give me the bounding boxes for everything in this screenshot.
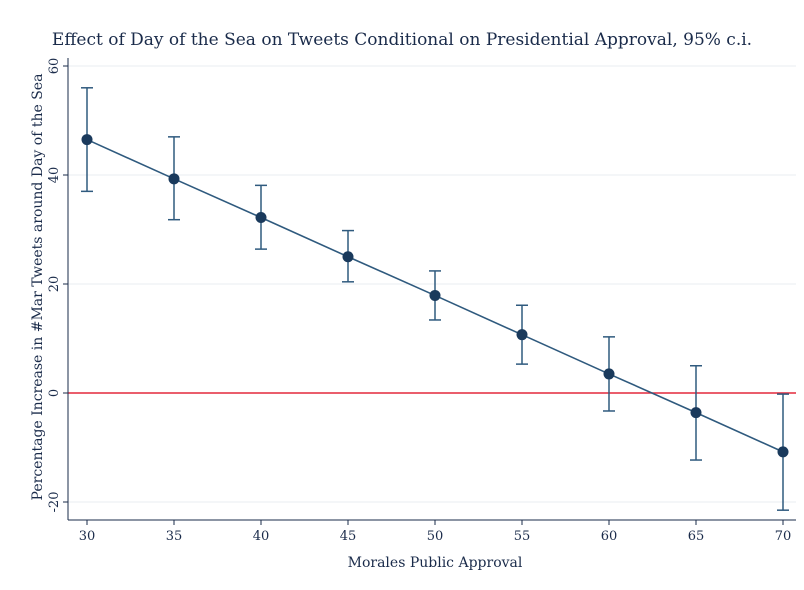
data-point — [690, 407, 702, 419]
data-point — [429, 289, 441, 301]
y-tick-label: -20 — [47, 492, 62, 513]
y-axis-title: Percentage Increase in #Mar Tweets aroun… — [30, 74, 46, 501]
data-point — [255, 212, 267, 224]
x-tick-label: 35 — [166, 529, 183, 544]
data-point — [168, 173, 180, 185]
data-point — [81, 134, 93, 146]
x-tick-label: 50 — [427, 529, 444, 544]
x-tick-label: 45 — [340, 529, 357, 544]
x-tick-label: 30 — [79, 529, 96, 544]
y-tick-label: 0 — [47, 389, 62, 397]
x-tick-label: 70 — [775, 529, 792, 544]
x-axis-title: Morales Public Approval — [348, 555, 523, 571]
x-tick-label: 65 — [688, 529, 705, 544]
gridlines — [68, 65, 796, 503]
y-tick-label: 40 — [47, 167, 62, 184]
x-tick-label: 60 — [601, 529, 618, 544]
axes — [67, 58, 796, 521]
data-point — [516, 329, 528, 341]
x-tick-label: 55 — [514, 529, 531, 544]
data-point — [603, 368, 615, 380]
data-point — [777, 446, 789, 458]
chart-title: Effect of Day of the Sea on Tweets Condi… — [52, 30, 752, 50]
data-points — [81, 134, 789, 458]
data-point — [342, 251, 354, 263]
x-tick-label: 40 — [253, 529, 270, 544]
tick-labels: -20 0 20 40 60 30 35 40 45 50 55 60 65 70 — [47, 58, 791, 544]
y-tick-label: 20 — [47, 276, 62, 293]
y-tick-label: 60 — [47, 58, 62, 75]
